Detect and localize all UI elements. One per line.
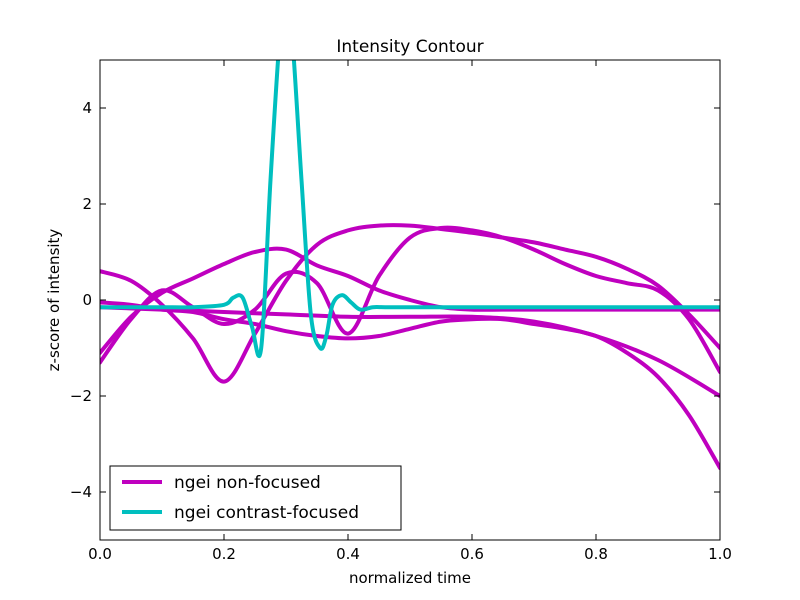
- x-tick-label: 0.6: [460, 545, 484, 563]
- legend-label-contrast-focused: ngei contrast-focused: [174, 503, 359, 523]
- y-tick-label: 0: [82, 291, 92, 309]
- x-tick-label: 1.0: [708, 545, 732, 563]
- legend-label-non-focused: ngei non-focused: [174, 473, 321, 493]
- legend-frame: [109, 465, 402, 531]
- x-axis-label: normalized time: [349, 569, 471, 587]
- series-line-ngei-non-focused-1: [100, 246, 720, 355]
- y-tick-label: 4: [82, 99, 92, 117]
- y-tick-label: 2: [82, 195, 92, 213]
- series-line-ngei-non-focused-3: [100, 223, 720, 384]
- x-tick-label: 0.4: [336, 545, 360, 563]
- chart-title: Intensity Contour: [336, 37, 483, 57]
- series-line-ngei-contrast-focused-6: [100, 60, 720, 359]
- legend: ngei non-focused ngei contrast-focused: [109, 465, 402, 531]
- y-axis-label: z-score of intensity: [45, 229, 63, 372]
- x-tick-label: 0.8: [584, 545, 608, 563]
- series-line-ngei-non-focused-5: [100, 305, 720, 398]
- y-ticks: −4 −2 0 2 4: [70, 99, 720, 501]
- x-tick-label: 0.2: [212, 545, 236, 563]
- x-tick-label: 0.0: [88, 545, 112, 563]
- series-layer: [100, 60, 720, 470]
- series-line-ngei-non-focused-4: [100, 300, 720, 470]
- x-ticks: 0.0 0.2 0.4 0.6 0.8 1.0: [88, 60, 732, 563]
- y-tick-label: −2: [70, 387, 92, 405]
- y-tick-label: −4: [70, 483, 92, 501]
